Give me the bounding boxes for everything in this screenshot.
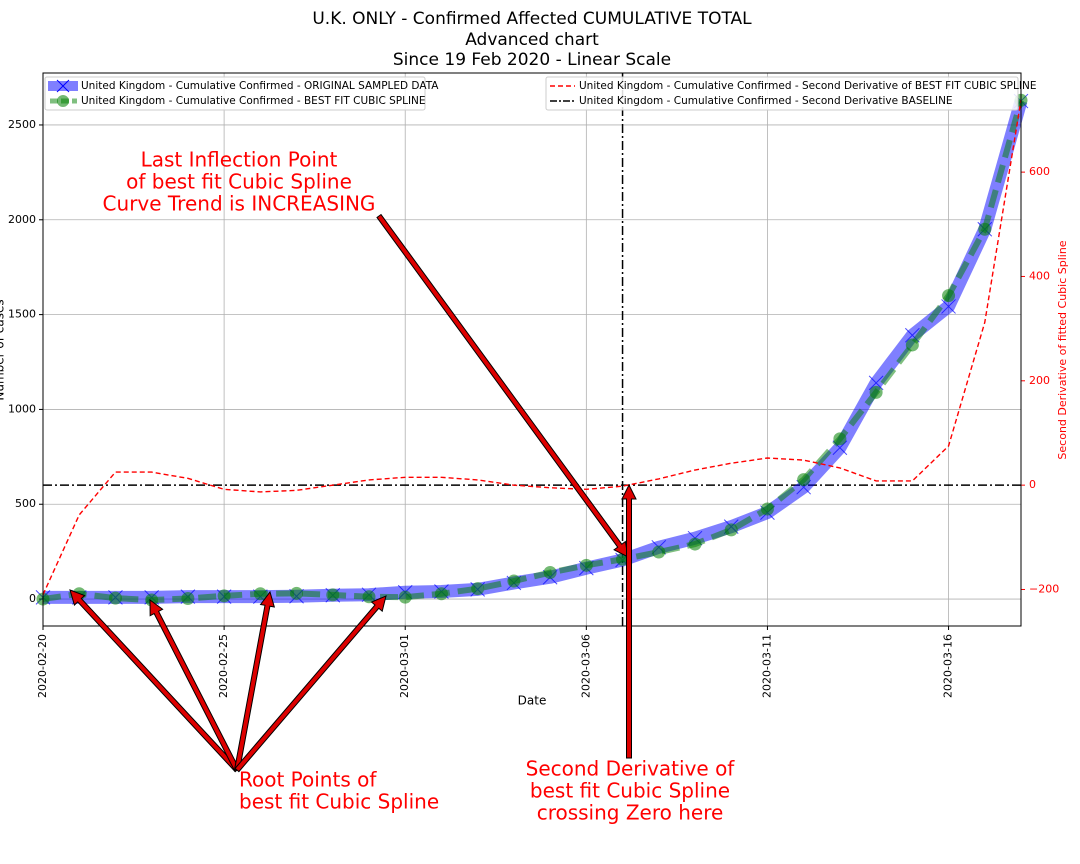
y2-tick-label: 400 — [1029, 269, 1050, 282]
x-tick-label: 2020-03-11 — [760, 634, 773, 698]
circle-marker — [579, 558, 593, 572]
x-tick-label: 2020-02-25 — [217, 634, 230, 698]
x-marker — [941, 299, 956, 314]
circle-marker — [398, 590, 412, 604]
x-tick-label: 2020-03-01 — [398, 634, 411, 698]
plot-frame — [42, 72, 1022, 627]
annotation-arrow — [376, 213, 629, 558]
y-tick-label: 2500 — [8, 118, 36, 131]
y2-tick-label: 200 — [1029, 374, 1050, 387]
circle-marker — [326, 588, 340, 602]
circle-marker — [905, 338, 919, 352]
annotation-arrow — [233, 590, 276, 772]
annotation-text: crossing Zero here — [537, 801, 724, 825]
circle-marker — [290, 586, 304, 600]
chart-title: Advanced chart — [465, 30, 599, 50]
y-tick-label: 0 — [29, 592, 36, 605]
legend-box — [44, 76, 426, 111]
chart-title: U.K. ONLY - Confirmed Affected CUMULATIV… — [312, 9, 752, 29]
circle-marker — [217, 589, 231, 603]
legend-box — [545, 76, 1019, 111]
y-tick-label: 1000 — [8, 402, 36, 415]
y2-axis-label: Second Derivative of fitted Cubic Spline — [1056, 240, 1069, 459]
x-axis-label: Date — [518, 694, 547, 708]
annotation-text: Curve Trend is INCREASING — [103, 192, 376, 216]
y-tick-label: 500 — [15, 497, 36, 510]
x-tick-label: 2020-03-06 — [579, 634, 592, 698]
circle-marker — [652, 545, 666, 559]
annotation-text: of best fit Cubic Spline — [126, 170, 352, 194]
legend-label: United Kingdom - Cumulative Confirmed - … — [579, 95, 953, 107]
annotation-text: Root Points of — [239, 768, 377, 792]
annotation-text: best fit Cubic Spline — [239, 790, 439, 814]
y-tick-label: 1500 — [8, 308, 36, 321]
circle-marker — [108, 591, 122, 605]
annotation-arrow — [149, 599, 240, 772]
circle-marker — [471, 582, 485, 596]
legend-label: United Kingdom - Cumulative Confirmed - … — [81, 95, 426, 107]
legend-swatch — [57, 95, 69, 107]
circle-marker — [543, 566, 557, 580]
x-tick-label: 2020-03-16 — [942, 634, 955, 698]
y2-tick-label: 0 — [1029, 478, 1036, 491]
y2-tick-label: 600 — [1029, 165, 1050, 178]
circle-marker — [869, 385, 883, 399]
circle-marker — [688, 537, 702, 551]
chart-title: Since 19 Feb 2020 - Linear Scale — [393, 50, 671, 70]
legend-label: United Kingdom - Cumulative Confirmed - … — [81, 80, 439, 92]
legend-label: United Kingdom - Cumulative Confirmed - … — [579, 80, 1036, 92]
series-line — [42, 99, 1024, 604]
series-line — [42, 100, 1022, 595]
circle-marker — [181, 592, 195, 606]
annotation-text: Last Inflection Point — [141, 148, 338, 172]
annotation-text: best fit Cubic Spline — [530, 779, 730, 803]
circle-marker — [253, 587, 267, 601]
x-tick-label: 2020-02-20 — [36, 634, 49, 698]
circle-marker — [797, 473, 811, 487]
circle-marker — [362, 590, 376, 604]
annotation-arrow — [234, 595, 387, 773]
y-axis-label: Number of cases — [0, 299, 7, 400]
legend-swatch — [56, 79, 70, 93]
circle-marker — [507, 574, 521, 588]
circle-marker — [942, 289, 956, 303]
y-tick-label: 2000 — [8, 213, 36, 226]
annotation-text: Second Derivative of — [526, 757, 736, 781]
circle-marker — [978, 222, 992, 236]
annotation-arrow — [621, 483, 637, 759]
x-marker — [868, 375, 884, 391]
circle-marker — [760, 502, 774, 516]
y2-tick-label: −200 — [1029, 582, 1059, 595]
circle-marker — [724, 523, 738, 537]
circle-marker — [833, 432, 847, 446]
annotation-arrow — [69, 589, 240, 773]
circle-marker — [434, 587, 448, 601]
